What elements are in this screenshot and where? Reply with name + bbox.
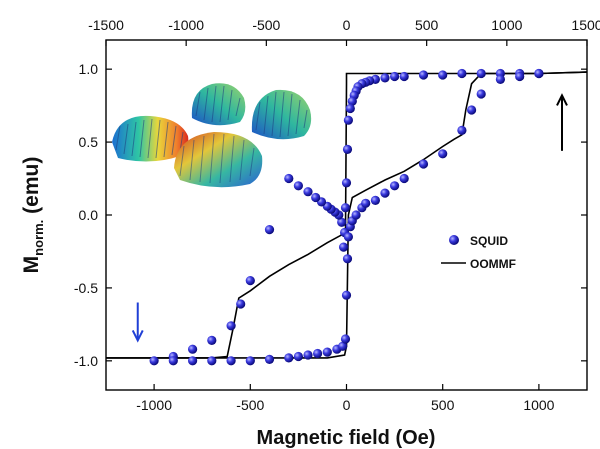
squid-point xyxy=(438,70,448,80)
legend-oommf-label: OOMMF xyxy=(470,257,516,271)
legend-squid-label: SQUID xyxy=(470,234,508,248)
squid-point xyxy=(438,149,448,159)
x-axis-title: Magnetic field (Oe) xyxy=(257,427,436,449)
squid-point xyxy=(418,70,429,80)
squid-point xyxy=(303,187,313,197)
squid-point xyxy=(293,181,303,191)
y-axis-title: Mnorm. (emu) xyxy=(20,157,46,274)
squid-point xyxy=(399,173,409,184)
squid-point xyxy=(168,356,178,366)
spin-dome-2 xyxy=(191,83,246,126)
squid-point xyxy=(207,356,217,366)
squid-point xyxy=(467,105,477,115)
squid-point xyxy=(340,203,351,213)
y-tick-label: -1.0 xyxy=(74,353,98,369)
x-tick-label-top: 1000 xyxy=(491,17,522,33)
x-tick-label-bottom: 500 xyxy=(431,397,455,413)
squid-point xyxy=(380,188,390,198)
spin-dome-4 xyxy=(251,89,312,140)
x-tick-label-top: -500 xyxy=(252,17,280,33)
spin-dome-3 xyxy=(174,132,263,188)
squid-point xyxy=(343,115,353,125)
squid-point xyxy=(343,232,353,242)
squid-point xyxy=(341,178,352,188)
x-tick-label-top: 500 xyxy=(415,17,439,33)
squid-point xyxy=(322,347,332,357)
squid-point xyxy=(534,68,544,79)
squid-point xyxy=(341,290,352,300)
squid-point xyxy=(293,351,303,362)
y-tick-label: 0.5 xyxy=(79,134,99,150)
squid-point xyxy=(390,181,400,191)
oommf-curves xyxy=(106,71,588,359)
squid-point xyxy=(226,356,236,366)
squid-point xyxy=(313,348,323,359)
squid-point xyxy=(342,144,353,154)
top-axis: -1500 -1000 -500 0 500 1000 1500 xyxy=(88,17,600,46)
spin-texture-inset xyxy=(112,83,312,188)
squid-point xyxy=(311,192,321,203)
y-axis: -1.0 -0.5 0.0 0.5 1.0 xyxy=(74,61,587,369)
bottom-axis: -1000 -500 0 500 1000 xyxy=(136,384,555,413)
x-tick-label-bottom: 1000 xyxy=(523,397,554,413)
squid-point xyxy=(303,350,313,360)
x-tick-label-top: -1500 xyxy=(88,17,124,33)
squid-point xyxy=(207,335,217,345)
squid-point xyxy=(236,299,246,309)
y-axis-title-main: M xyxy=(20,256,43,274)
squid-point xyxy=(226,321,236,331)
arrow-up-head xyxy=(556,93,568,106)
x-tick-label-bottom: -500 xyxy=(236,397,264,413)
squid-point xyxy=(245,276,255,286)
squid-point xyxy=(264,354,275,364)
y-tick-label: 0.0 xyxy=(79,207,99,223)
squid-point xyxy=(515,71,525,82)
spin-dome-1 xyxy=(112,115,189,162)
x-tick-label-top: -1000 xyxy=(168,17,204,33)
x-tick-label-bottom: -1000 xyxy=(136,397,172,413)
squid-point xyxy=(476,68,486,79)
squid-point xyxy=(495,74,505,84)
squid-point xyxy=(342,254,353,264)
squid-point xyxy=(339,242,349,252)
y-tick-label: 1.0 xyxy=(79,61,99,77)
squid-point xyxy=(264,225,275,235)
squid-point xyxy=(245,356,255,366)
legend-squid-marker xyxy=(449,235,459,245)
squid-point xyxy=(380,73,390,83)
svg-text:Mnorm. (emu): Mnorm. (emu) xyxy=(20,157,46,274)
y-axis-title-unit: (emu) xyxy=(20,157,43,220)
squid-point xyxy=(337,217,347,227)
squid-point xyxy=(149,356,159,366)
squid-point xyxy=(284,173,294,184)
squid-point xyxy=(457,68,467,79)
x-tick-label-top: 1500 xyxy=(571,17,600,33)
x-tick-label-top: 0 xyxy=(343,17,351,33)
oommf-line xyxy=(106,71,588,359)
squid-point xyxy=(399,71,409,82)
sweep-arrows xyxy=(131,93,568,343)
squid-point xyxy=(188,344,198,354)
squid-point xyxy=(338,341,348,351)
squid-point xyxy=(188,356,198,366)
y-axis-title-sub: norm. xyxy=(31,220,46,256)
y-tick-label: -0.5 xyxy=(74,280,98,296)
squid-point xyxy=(457,125,467,135)
squid-point xyxy=(361,198,371,208)
squid-point xyxy=(340,334,351,344)
arrow-down-head xyxy=(131,329,144,343)
squid-point xyxy=(284,353,294,363)
squid-point xyxy=(347,96,357,106)
squid-point xyxy=(418,159,429,169)
squid-point xyxy=(351,210,361,220)
squid-point xyxy=(345,103,355,114)
legend: SQUID OOMMF xyxy=(441,234,516,271)
squid-point xyxy=(370,195,380,205)
squid-point xyxy=(390,71,400,82)
squid-markers xyxy=(149,68,544,366)
squid-point xyxy=(476,89,486,99)
x-tick-label-bottom: 0 xyxy=(343,397,351,413)
